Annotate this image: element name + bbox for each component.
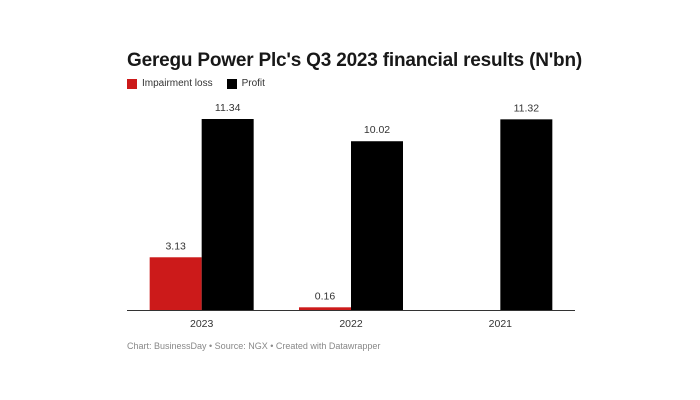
legend-swatch-impairment: [127, 78, 137, 89]
legend-swatch-profit: [226, 78, 237, 89]
x-tick-label-2023: 2023: [190, 318, 214, 330]
data-label-profit-2022: 10.02: [364, 124, 390, 136]
bar-profit-2023: [201, 119, 254, 310]
legend-label-impairment: Impairment loss: [142, 78, 213, 89]
data-label-impairment-loss-2023: 3.13: [165, 240, 186, 252]
legend-item-profit: Profit: [226, 78, 265, 89]
legend-label-profit: Profit: [241, 78, 265, 89]
bar-impairment-loss-2022: [299, 307, 351, 310]
bar-profit-2021: [500, 119, 553, 311]
data-label-profit-2021: 11.32: [514, 102, 540, 114]
data-label-profit-2023: 11.34: [215, 102, 241, 114]
legend-item-impairment: Impairment loss: [127, 78, 213, 89]
data-label-impairment-loss-2022: 0.16: [315, 290, 336, 302]
chart-title: Geregu Power Plc's Q3 2023 financial res…: [127, 50, 582, 71]
legend: Impairment loss Profit: [127, 78, 279, 89]
x-tick-label-2022: 2022: [339, 318, 363, 330]
bar-profit-2022: [351, 141, 403, 310]
x-tick-label-2021: 2021: [489, 318, 513, 330]
chart-footer: Chart: BusinessDay • Source: NGX • Creat…: [127, 341, 381, 351]
bar-impairment-loss-2023: [149, 257, 202, 310]
